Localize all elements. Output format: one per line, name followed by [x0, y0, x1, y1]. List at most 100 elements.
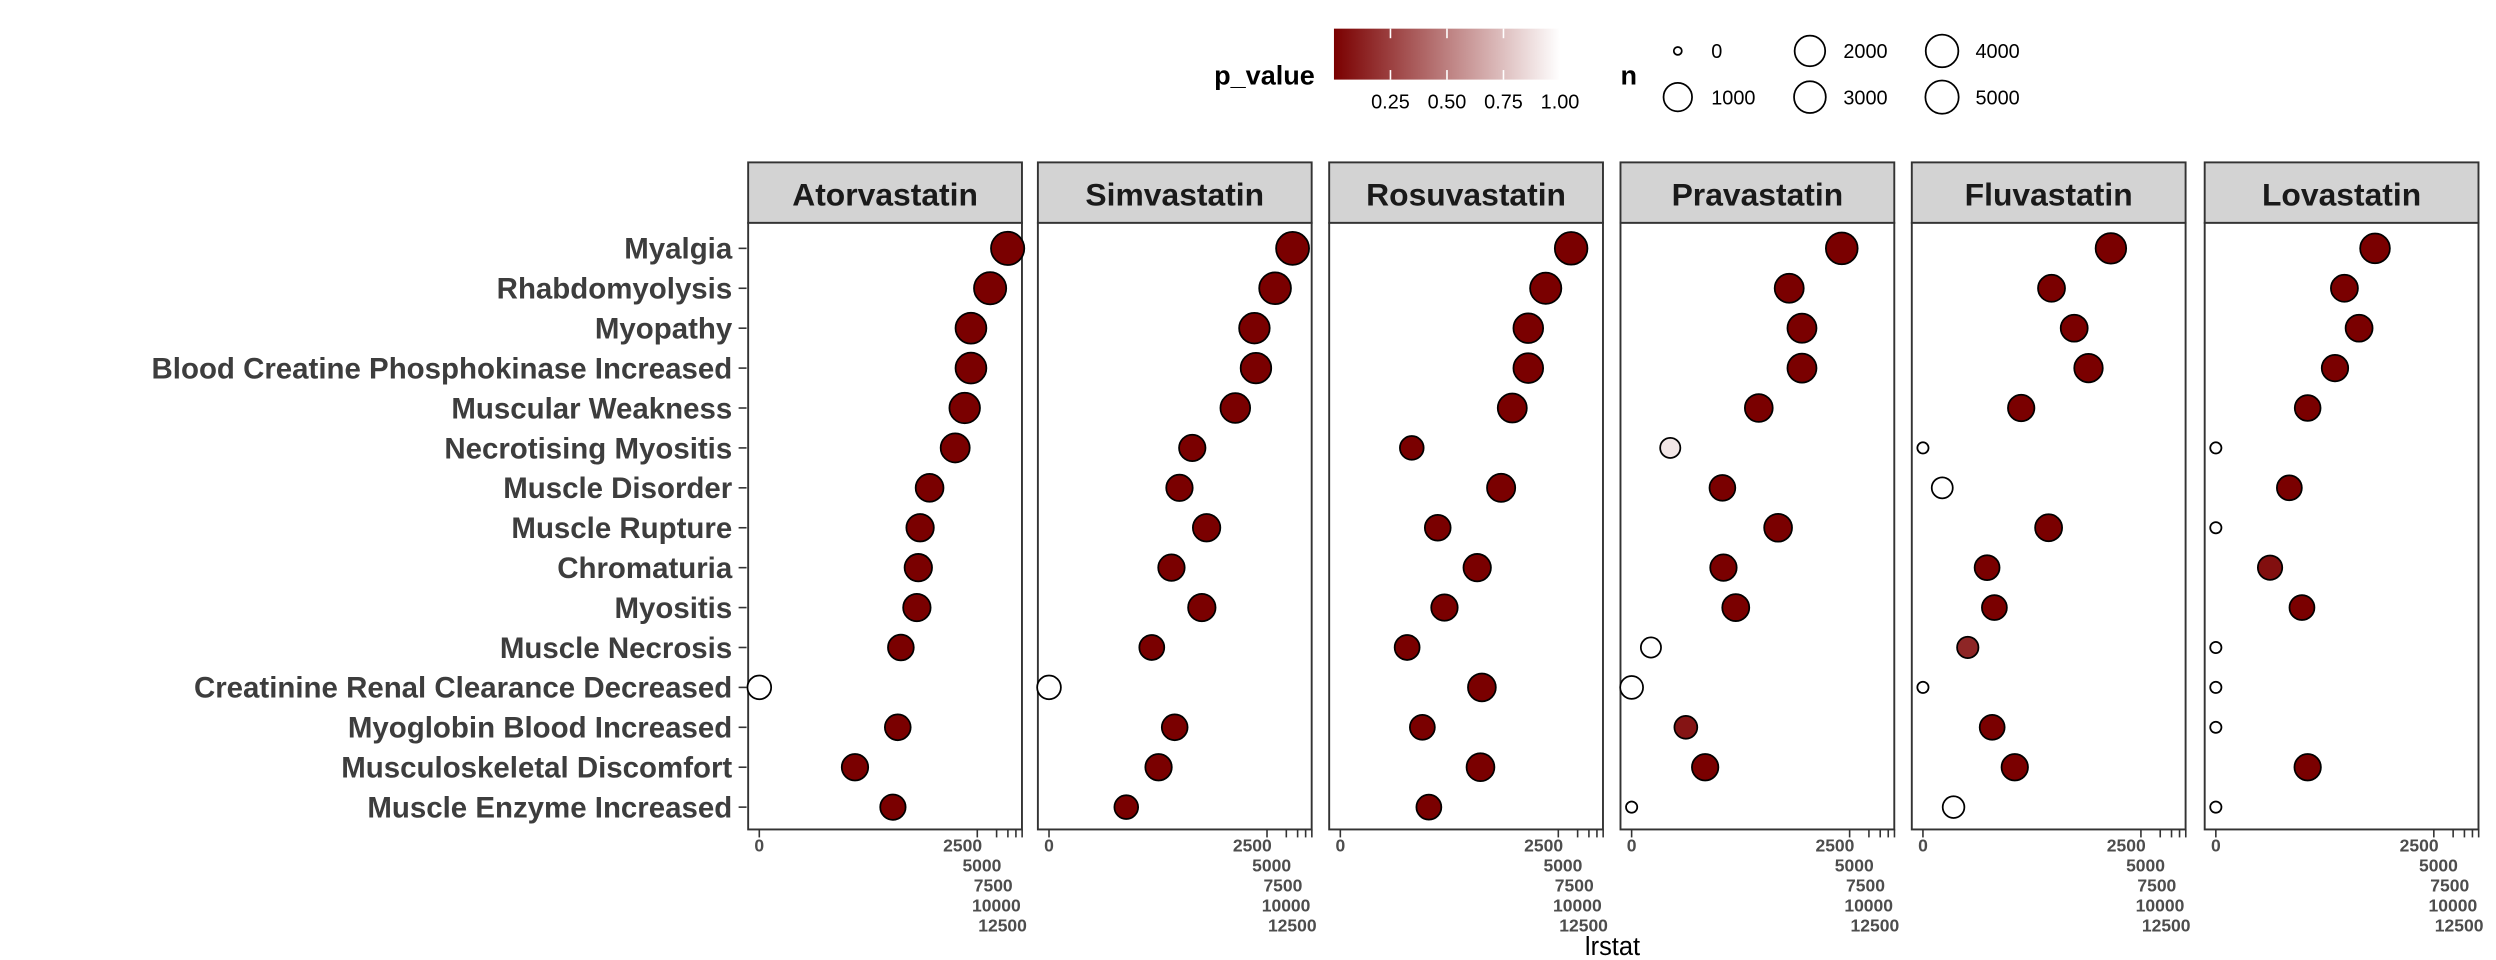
data-point: [1978, 713, 2006, 741]
size-legend-label: 5000: [1975, 87, 2019, 109]
data-point: [1916, 680, 1930, 694]
x-tick-label: 5000: [1252, 856, 1291, 876]
size-legend-label: 0: [1711, 41, 1722, 63]
data-point: [1415, 793, 1443, 821]
data-point: [954, 351, 988, 385]
x-tick-label: 7500: [1263, 876, 1302, 896]
y-tick-label: Musculoskeletal Discomfort: [341, 752, 732, 785]
y-tick-label: Necrotising Myositis: [444, 432, 732, 465]
data-point: [1673, 714, 1699, 740]
data-point: [1512, 312, 1545, 344]
facet-strip-label: Rosuvastatin: [1366, 176, 1566, 212]
x-tick-label: 0: [2211, 836, 2221, 856]
size-legend-key: [1662, 81, 1693, 113]
data-point: [887, 633, 915, 662]
data-point: [1773, 272, 1805, 304]
x-tick-label: 10000: [2136, 895, 2185, 915]
x-tick-label: 12500: [1559, 915, 1608, 935]
data-point: [954, 311, 988, 345]
data-point: [1239, 351, 1273, 385]
size-legend-key: [1924, 79, 1960, 115]
data-point: [1786, 312, 1818, 344]
facet-strip-label: Pravastatin: [1672, 176, 1844, 212]
y-tick-label: Myopathy: [595, 313, 733, 346]
y-tick-label: Myoglobin Blood Increased: [348, 712, 732, 745]
data-point: [1763, 512, 1793, 543]
data-point: [2209, 521, 2223, 535]
x-axis-title: lrstat: [1585, 933, 1640, 960]
panel-background: [747, 221, 1023, 831]
x-tick-label: 7500: [1555, 876, 1594, 896]
data-point: [1512, 352, 1545, 384]
facet-strip-label: Atorvastatin: [792, 176, 978, 212]
data-point: [1219, 392, 1252, 424]
size-legend-key: [1672, 46, 1683, 56]
facet-strip: [747, 161, 1023, 224]
data-point: [1192, 513, 1222, 543]
colorbar-tick-label: 0.75: [1484, 91, 1523, 113]
data-point: [2330, 273, 2359, 303]
data-point: [1036, 674, 1062, 701]
data-point: [840, 753, 870, 782]
x-tick-label: 10000: [1262, 895, 1311, 915]
data-point: [1659, 436, 1682, 459]
data-point: [914, 473, 945, 503]
data-point: [903, 553, 933, 583]
data-point: [1709, 553, 1738, 582]
data-point: [2320, 353, 2350, 383]
x-tick-label: 7500: [2137, 876, 2176, 896]
data-point: [1486, 472, 1517, 503]
data-point: [1529, 271, 1563, 305]
data-point: [1708, 474, 1737, 502]
data-point: [2007, 393, 2036, 423]
size-legend-key: [1793, 80, 1827, 114]
facet-strip-label: Fluvastatin: [1965, 176, 2133, 212]
colorbar-tick-label: 1.00: [1541, 91, 1580, 113]
data-point: [2344, 313, 2374, 343]
x-tick-label: 0: [1627, 836, 1637, 856]
y-tick-label: Muscle Rupture: [511, 512, 732, 545]
data-point: [2209, 800, 2223, 814]
facet-strip: [2203, 161, 2480, 224]
facet-strip: [1036, 161, 1313, 224]
x-tick-label: 7500: [974, 876, 1013, 896]
x-tick-label: 5000: [1835, 856, 1874, 876]
x-tick-label: 2500: [1233, 836, 1272, 856]
data-point: [1275, 230, 1310, 266]
data-point: [2000, 753, 2029, 782]
data-point: [1113, 794, 1140, 820]
x-tick-label: 10000: [1553, 895, 1602, 915]
facet-strip: [1910, 161, 2187, 224]
data-point: [746, 674, 773, 701]
fill-legend-title: p_value: [1214, 60, 1315, 90]
y-tick-label: Myalgia: [624, 233, 733, 266]
x-tick-label: 5000: [962, 856, 1001, 876]
x-tick-label: 12500: [1851, 915, 1900, 935]
y-tick-label: Rhabdomyolysis: [497, 273, 733, 306]
x-tick-label: 10000: [972, 895, 1021, 915]
data-point: [990, 230, 1026, 266]
data-point: [1625, 800, 1639, 814]
size-legend-label: 2000: [1843, 41, 1887, 63]
colorbar-tick-label: 0.50: [1428, 91, 1467, 113]
y-tick-label: Chromaturia: [557, 552, 733, 585]
y-tick-label: Blood Creatine Phosphokinase Increased: [152, 352, 733, 385]
colorbar-tick-label: 0.25: [1371, 91, 1410, 113]
data-point: [1462, 553, 1492, 583]
data-point: [2073, 352, 2104, 384]
size-legend-label: 1000: [1711, 87, 1755, 109]
data-point: [1187, 592, 1217, 623]
data-point: [2288, 594, 2316, 621]
x-tick-label: 5000: [1543, 856, 1582, 876]
x-tick-label: 5000: [2419, 856, 2458, 876]
x-tick-label: 2500: [2107, 836, 2146, 856]
data-point: [1467, 672, 1497, 703]
data-point: [1430, 593, 1459, 622]
data-point: [1258, 271, 1292, 306]
y-tick-label: Muscular Weakness: [451, 392, 732, 425]
data-point: [1399, 435, 1425, 461]
